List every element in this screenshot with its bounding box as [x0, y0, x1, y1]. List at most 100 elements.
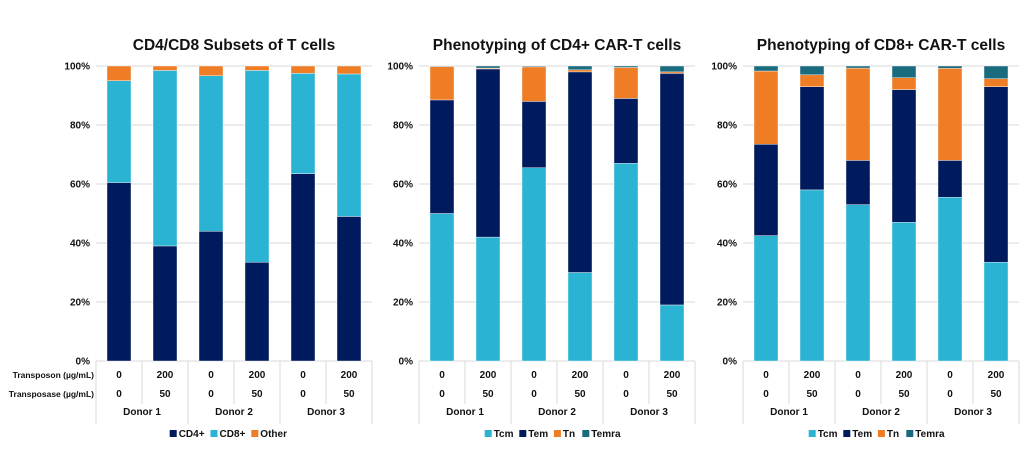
donor-label: Donor 2 — [538, 407, 576, 418]
transposon-value: 0 — [855, 370, 861, 381]
bar-segment-tn — [613, 67, 639, 99]
bar-segment-tcm — [891, 222, 917, 362]
chart-1: CD4/CD8 Subsets of T cells 0% 20% 40% 60% 80%… — [9, 37, 373, 440]
bar-segment-tn — [429, 66, 455, 101]
bar-segment-cd8 — [290, 73, 316, 174]
legend: Tcm Tem Tn Temra — [484, 429, 621, 440]
chart-2: Phenotyping of CD4+ CAR-T cells 0% 20% 40% 6… — [387, 37, 696, 440]
transposase-value: 0 — [531, 389, 537, 400]
legend: Tcm Tem Tn Temra — [808, 429, 945, 440]
bar-segment-tcm — [659, 304, 685, 362]
transposase-value: 0 — [763, 389, 769, 400]
bar-segment-temra — [799, 65, 825, 76]
transposon-value: 200 — [988, 370, 1005, 381]
transposon-value: 0 — [116, 370, 122, 381]
bar-segment-temra — [521, 65, 547, 68]
legend-swatch — [169, 430, 177, 437]
transposase-value: 50 — [251, 389, 263, 400]
bar-segment-temra — [567, 65, 593, 71]
transposon-value: 0 — [763, 370, 769, 381]
bar-segment-tcm — [983, 261, 1009, 362]
bar-segment-tn — [567, 69, 593, 73]
transposon-value: 200 — [896, 370, 913, 381]
bar-segment-tn — [799, 74, 825, 87]
transposase-value: 50 — [482, 389, 494, 400]
bar-segment-temra — [845, 65, 871, 69]
bar-segment-cd8 — [336, 73, 362, 217]
bar-segment-tn — [937, 68, 963, 161]
y-tick-label: 0% — [76, 357, 91, 368]
bar-segment-tcm — [799, 189, 825, 362]
legend-swatch — [484, 430, 492, 437]
transposon-value: 200 — [480, 370, 497, 381]
bar-segment-tem — [659, 73, 685, 306]
bar-segment-cd8 — [198, 75, 224, 232]
bar-segment-cd4 — [106, 182, 132, 362]
legend: CD4+ CD8+ Other — [169, 429, 287, 440]
y-tick-label: 20% — [393, 298, 413, 309]
bar-segment-tem — [429, 99, 455, 214]
legend-label: Tcm — [494, 429, 514, 440]
bar-segment-temra — [659, 65, 685, 73]
legend-label: Tn — [887, 429, 899, 440]
transposase-value: 50 — [806, 389, 818, 400]
bar-segment-temra — [429, 65, 455, 67]
legend-label: Temra — [915, 429, 945, 440]
transposon-row-label: Transposon (µg/mL) — [13, 370, 95, 380]
bar-segment-tn — [659, 71, 685, 74]
transposase-value: 0 — [623, 389, 629, 400]
legend-label: CD4+ — [179, 429, 205, 440]
transposon-value: 0 — [947, 370, 953, 381]
chart-title: Phenotyping of CD8+ CAR-T cells — [757, 37, 1005, 54]
transposase-value: 50 — [666, 389, 678, 400]
bar-segment-tcm — [613, 163, 639, 362]
bar-segment-cd8 — [244, 70, 270, 263]
bar-segment-other — [152, 65, 178, 71]
y-tick-label: 80% — [717, 121, 737, 132]
bar-segment-cd4 — [244, 261, 270, 362]
transposon-value: 0 — [439, 370, 445, 381]
donor-label: Donor 3 — [630, 407, 668, 418]
donor-label: Donor 1 — [123, 407, 161, 418]
bar-segment-tem — [983, 86, 1009, 263]
transposon-value: 200 — [804, 370, 821, 381]
bar-segment-tcm — [753, 235, 779, 362]
transposase-value: 50 — [159, 389, 171, 400]
y-tick-label: 0% — [723, 357, 738, 368]
transposase-value: 50 — [990, 389, 1002, 400]
transposon-value: 200 — [572, 370, 589, 381]
y-tick-label: 100% — [387, 62, 413, 73]
bar-segment-other — [198, 65, 224, 76]
legend-swatch — [843, 430, 851, 437]
transposase-value: 50 — [898, 389, 910, 400]
legend-label: Tcm — [818, 429, 838, 440]
legend-label: Tem — [528, 429, 548, 440]
y-tick-label: 60% — [70, 180, 90, 191]
legend-swatch — [877, 430, 885, 437]
transposase-value: 0 — [947, 389, 953, 400]
legend-label: Temra — [591, 429, 621, 440]
bar-segment-tcm — [521, 167, 547, 362]
y-tick-label: 40% — [717, 239, 737, 250]
bar-segment-tem — [891, 89, 917, 223]
bar-segment-tcm — [937, 197, 963, 362]
y-tick-label: 20% — [70, 298, 90, 309]
donor-label: Donor 1 — [446, 407, 484, 418]
legend-swatch — [251, 430, 259, 437]
transposase-value: 0 — [439, 389, 445, 400]
donor-label: Donor 1 — [770, 407, 808, 418]
donor-label: Donor 2 — [215, 407, 253, 418]
donor-label: Donor 3 — [954, 407, 992, 418]
y-tick-label: 100% — [64, 62, 90, 73]
transposon-value: 200 — [157, 370, 174, 381]
legend-swatch — [906, 430, 914, 437]
bar-segment-tn — [891, 77, 917, 90]
bar-segment-tem — [567, 71, 593, 273]
chart-title: CD4/CD8 Subsets of T cells — [133, 37, 335, 54]
y-tick-label: 100% — [711, 62, 737, 73]
transposon-value: 0 — [531, 370, 537, 381]
y-tick-label: 80% — [393, 121, 413, 132]
bar-segment-cd4 — [336, 216, 362, 362]
y-tick-label: 40% — [70, 239, 90, 250]
